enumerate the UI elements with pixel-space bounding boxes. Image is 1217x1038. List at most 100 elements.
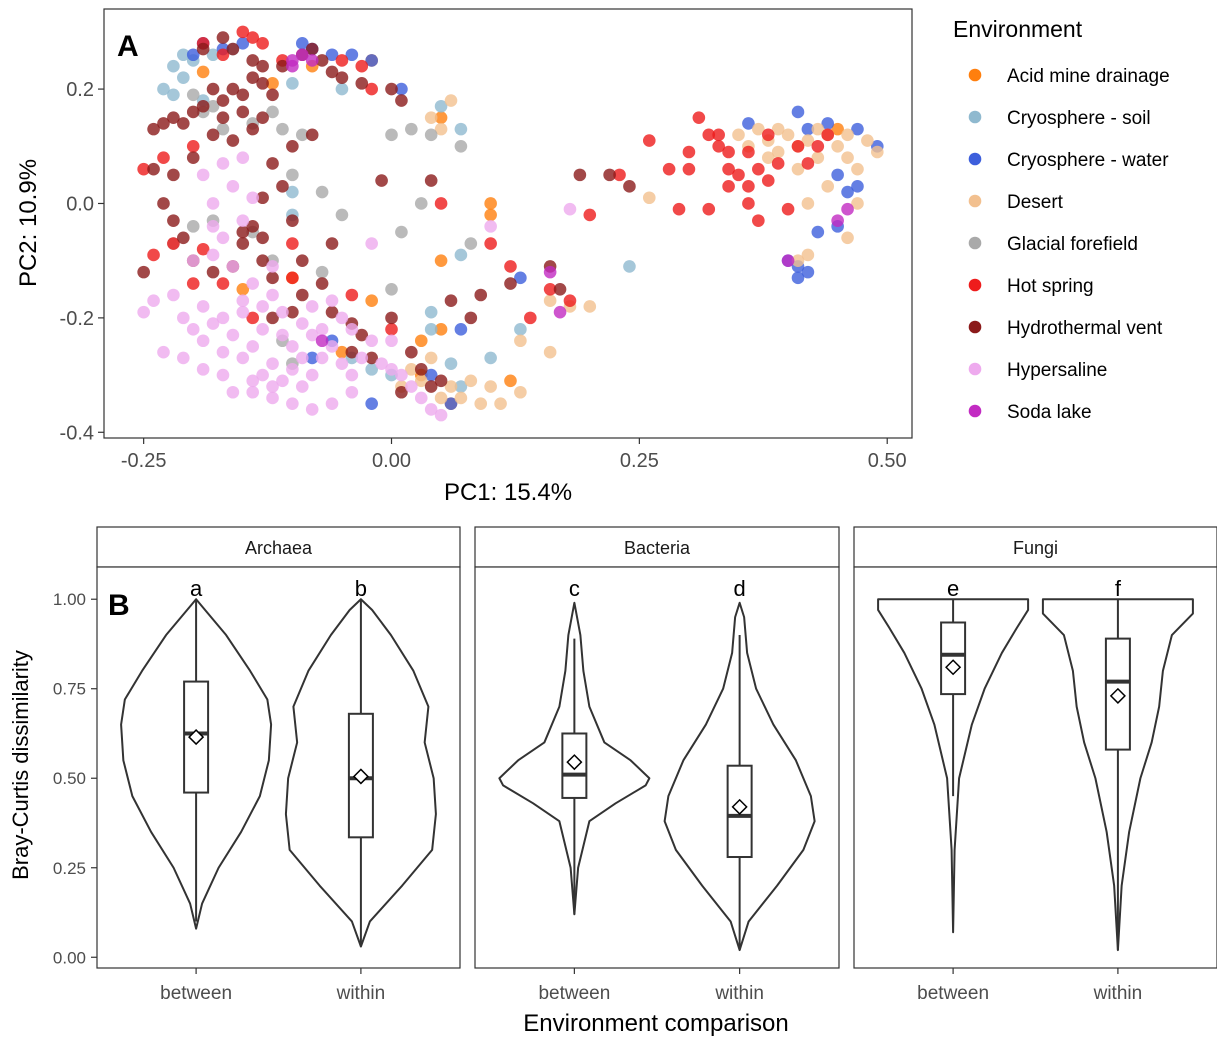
scatter-point bbox=[395, 368, 408, 382]
facet-panel-frame bbox=[474, 566, 840, 969]
scatter-point bbox=[414, 334, 428, 348]
scatter-point bbox=[177, 351, 190, 365]
scatter-point bbox=[791, 105, 805, 119]
scatter-point bbox=[236, 294, 250, 308]
scatter-point bbox=[325, 397, 339, 410]
y-tick-label: 0.25 bbox=[53, 859, 86, 878]
violin-shape bbox=[498, 601, 651, 916]
scatter-point bbox=[256, 111, 269, 124]
scatter-point bbox=[395, 385, 408, 399]
scatter-point bbox=[464, 374, 478, 388]
scatter-point bbox=[137, 162, 150, 176]
scatter-point bbox=[375, 174, 388, 187]
scatter-point bbox=[543, 345, 557, 359]
scatter-point bbox=[642, 134, 656, 147]
scatter-point bbox=[186, 139, 200, 153]
scatter-point bbox=[216, 31, 230, 44]
scatter-point bbox=[712, 128, 725, 142]
scatter-point bbox=[355, 77, 369, 90]
scatter-point bbox=[177, 71, 190, 84]
scatter-point bbox=[246, 385, 260, 399]
scatter-point bbox=[315, 323, 329, 336]
scatter-point bbox=[791, 254, 805, 267]
scatter-point bbox=[801, 265, 815, 279]
y-tick-label: -0.2 bbox=[60, 308, 94, 330]
scatter-point bbox=[454, 139, 468, 153]
scatter-point bbox=[414, 374, 428, 388]
scatter-points bbox=[137, 25, 884, 422]
scatter-point bbox=[623, 260, 636, 273]
scatter-point bbox=[256, 191, 269, 205]
scatter-point bbox=[147, 248, 160, 262]
scatter-point bbox=[722, 145, 735, 159]
x-tick-label: within bbox=[336, 983, 386, 1004]
scatter-point bbox=[226, 180, 240, 193]
scatter-point bbox=[147, 162, 160, 176]
scatter-point bbox=[414, 197, 428, 210]
scatter-point bbox=[186, 105, 200, 119]
scatter-point bbox=[206, 48, 220, 62]
scatter-point bbox=[504, 374, 517, 388]
scatter-point bbox=[642, 191, 656, 205]
scatter-point bbox=[315, 277, 329, 290]
scatter-point bbox=[623, 180, 636, 193]
scatter-point bbox=[424, 305, 438, 319]
scatter-point bbox=[186, 254, 200, 267]
scatter-point bbox=[444, 397, 458, 410]
scatter-point bbox=[286, 397, 299, 410]
significance-letter: c bbox=[569, 576, 580, 601]
legend-swatch bbox=[968, 68, 982, 82]
scatter-point bbox=[167, 237, 180, 250]
scatter-point bbox=[335, 82, 349, 96]
scatter-point bbox=[821, 180, 835, 193]
scatter-point bbox=[514, 385, 527, 399]
scatter-point bbox=[216, 157, 230, 170]
scatter-point bbox=[722, 180, 735, 193]
scatter-point bbox=[434, 408, 448, 422]
scatter-point bbox=[157, 197, 170, 210]
scatter-point bbox=[236, 25, 250, 39]
scatter-point bbox=[276, 180, 289, 193]
facet-strip-label: Archaea bbox=[245, 538, 313, 558]
scatter-point bbox=[157, 151, 170, 165]
scatter-point bbox=[543, 282, 557, 296]
legend-label: Cryosphere - water bbox=[1007, 150, 1169, 171]
scatter-point bbox=[167, 88, 180, 102]
scatter-point bbox=[553, 282, 567, 296]
scatter-point bbox=[167, 59, 180, 73]
scatter-y-axis-title: PC2: 10.9% bbox=[15, 159, 42, 287]
scatter-point bbox=[276, 122, 289, 136]
scatter-point bbox=[177, 231, 190, 245]
scatter-point bbox=[196, 65, 210, 79]
scatter-point bbox=[702, 202, 716, 216]
scatter-point bbox=[246, 191, 260, 205]
y-tick-label: 0.0 bbox=[66, 193, 94, 215]
scatter-point bbox=[434, 391, 448, 405]
scatter-point bbox=[811, 122, 825, 136]
scatter-point bbox=[424, 128, 438, 142]
scatter-point bbox=[444, 94, 458, 107]
scatter-point bbox=[286, 237, 299, 250]
scatter-point bbox=[177, 311, 190, 325]
scatter-point bbox=[216, 48, 230, 62]
scatter-point bbox=[732, 128, 745, 142]
scatter-point bbox=[196, 300, 210, 313]
scatter-point bbox=[266, 105, 279, 119]
scatter-point bbox=[771, 145, 785, 159]
mean-diamond bbox=[1109, 687, 1126, 704]
scatter-point bbox=[385, 282, 398, 296]
scatter-point bbox=[276, 374, 289, 388]
scatter-point bbox=[791, 271, 805, 285]
scatter-point bbox=[424, 403, 438, 416]
scatter-point bbox=[236, 282, 250, 296]
scatter-point bbox=[157, 345, 170, 359]
scatter-point bbox=[305, 351, 319, 365]
scatter-point bbox=[752, 122, 765, 136]
scatter-point bbox=[742, 145, 755, 159]
scatter-point bbox=[216, 311, 230, 325]
scatter-point bbox=[266, 311, 279, 325]
legend-swatch bbox=[968, 320, 982, 334]
scatter-point bbox=[464, 237, 478, 250]
scatter-point bbox=[543, 294, 557, 308]
